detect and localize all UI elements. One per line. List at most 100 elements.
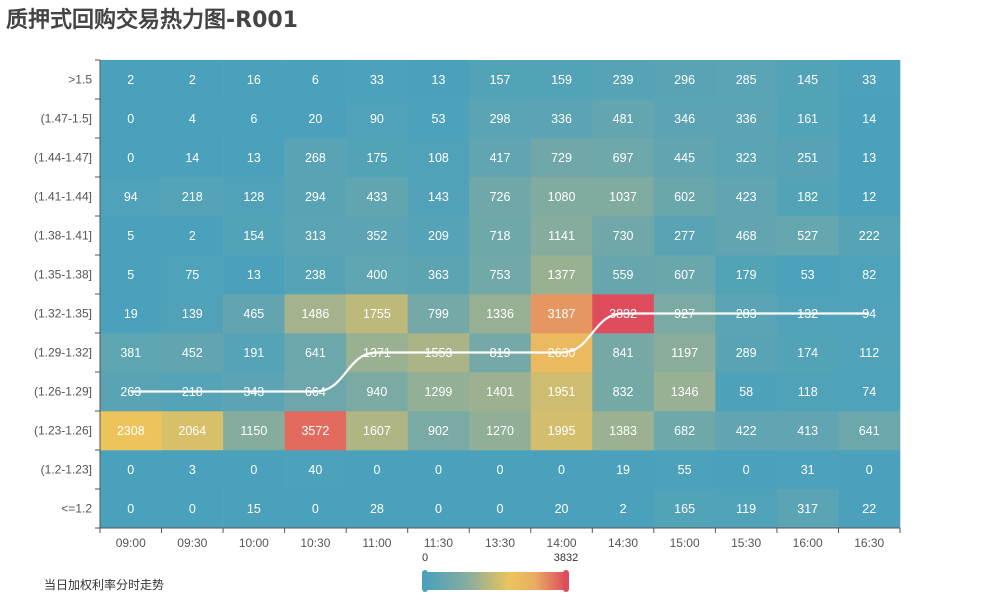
- heatmap-cell-label: 0: [189, 502, 196, 516]
- heatmap-cell-label: 641: [859, 424, 880, 438]
- heatmap-cell-label: 0: [250, 463, 257, 477]
- heatmap-cell: [530, 99, 593, 139]
- heatmap-cell-label: 174: [797, 346, 818, 360]
- heatmap-cell: [469, 60, 532, 100]
- visual-map-min-label: 0: [422, 552, 428, 564]
- y-axis: <=1.2 (1.2-1.23] (1.23-1.26] (1.26-1.29] (1.…: [34, 59, 101, 529]
- visual-map[interactable]: 0 3832: [422, 552, 578, 592]
- heatmap-cell-label: 0: [558, 463, 565, 477]
- heatmap-cell: [223, 255, 285, 295]
- visual-map-handle-max[interactable]: [563, 570, 569, 592]
- heatmap-cell-label: 159: [551, 73, 572, 87]
- heatmap-cell-label: 0: [127, 151, 134, 165]
- heatmap-cell-label: 381: [120, 346, 141, 360]
- heatmap-cell-label: 697: [613, 151, 634, 165]
- heatmap-cell-label: 352: [366, 229, 387, 243]
- visual-map-handle-min[interactable]: [422, 570, 428, 592]
- heatmap-cell-label: 16: [247, 73, 261, 87]
- y-tick-label: (1.44-1.47]: [34, 151, 92, 165]
- heatmap-cell-label: 336: [736, 112, 757, 126]
- heatmap-cell-label: 58: [739, 385, 753, 399]
- heatmap-cell: [284, 411, 347, 451]
- heatmap-cell-label: 33: [370, 73, 384, 87]
- heatmap-cell: [469, 489, 532, 529]
- heatmap-cell: [653, 99, 716, 139]
- heatmap-cell-label: 317: [797, 502, 818, 516]
- heatmap-cell-label: 1383: [609, 424, 637, 438]
- heatmap-cell-label: 22: [862, 502, 876, 516]
- x-tick-label: 11:30: [424, 536, 453, 550]
- heatmap-cell-label: 729: [551, 151, 572, 165]
- heatmap-cell: [100, 489, 162, 529]
- heatmap-cell: [223, 177, 285, 217]
- heatmap-cell: [346, 99, 408, 139]
- heatmap-cell: [100, 255, 162, 295]
- heatmap-cell: [407, 294, 470, 334]
- heatmap-cell: [715, 411, 778, 451]
- heatmap-cell-label: 607: [674, 268, 695, 282]
- heatmap-cell: [346, 60, 408, 100]
- heatmap-cell: [715, 333, 778, 373]
- heatmap-cell: [776, 411, 839, 451]
- heatmap-cell-label: 0: [127, 502, 134, 516]
- x-tick-label: 14:00: [547, 536, 577, 550]
- x-tick-label: 11:00: [362, 536, 391, 550]
- heatmap-cell: [284, 60, 347, 100]
- visual-map-max-label: 3832: [554, 552, 578, 564]
- heatmap-cell-label: 40: [308, 463, 322, 477]
- heatmap-cell: [161, 450, 224, 490]
- heatmap-cell: [838, 255, 901, 295]
- heatmap-cell: [407, 489, 470, 529]
- heatmap-cell: [100, 60, 162, 100]
- heatmap-cell: [776, 216, 839, 256]
- heatmap-cell: [223, 333, 285, 373]
- x-tick-label: 16:30: [854, 536, 884, 550]
- heatmap-cell-label: 422: [736, 424, 757, 438]
- heatmap-cell: [592, 450, 655, 490]
- heatmap-cell: [284, 489, 347, 529]
- heatmap-cell: [530, 216, 593, 256]
- heatmap-cell-label: 19: [616, 463, 630, 477]
- heatmap-cell: [715, 177, 778, 217]
- heatmap-cell: [284, 333, 347, 373]
- y-tick-label: (1.26-1.29]: [34, 385, 92, 399]
- heatmap-cell-label: 363: [428, 268, 449, 282]
- heatmap-cell: [100, 450, 162, 490]
- heatmap-cell: [407, 99, 470, 139]
- heatmap-cell: [223, 216, 285, 256]
- heatmap-cell: [592, 138, 655, 178]
- heatmap-cell-label: 346: [674, 112, 695, 126]
- heatmap-cell: [776, 489, 839, 529]
- heatmap-cell-label: 14: [185, 151, 199, 165]
- heatmap-cell-label: 2: [189, 73, 196, 87]
- heatmap-cell: [407, 450, 470, 490]
- heatmap-cell: [161, 294, 224, 334]
- heatmap-cell-label: 251: [797, 151, 818, 165]
- heatmap-cell: [346, 177, 408, 217]
- heatmap-cell-label: 1270: [486, 424, 514, 438]
- y-tick-label: (1.47-1.5]: [41, 112, 92, 126]
- heatmap-cell: [838, 177, 901, 217]
- heatmap-cell-label: 20: [555, 502, 569, 516]
- heatmap-cell-label: 119: [736, 502, 756, 516]
- heatmap-cell: [469, 294, 532, 334]
- heatmap-cell-label: 1755: [363, 307, 391, 321]
- heatmap-cell-label: 128: [243, 190, 264, 204]
- x-tick-label: 14:30: [608, 536, 638, 550]
- heatmap-cell: [346, 450, 408, 490]
- heatmap-cell: [284, 138, 347, 178]
- heatmap-cell: [653, 255, 716, 295]
- visual-map-gradient-bar: [425, 572, 566, 590]
- heatmap-cell-label: 82: [862, 268, 876, 282]
- heatmap-cell: [284, 294, 347, 334]
- heatmap-cell: [407, 216, 470, 256]
- heatmap-cell-label: 277: [674, 229, 695, 243]
- heatmap-cell: [223, 411, 285, 451]
- heatmap-cell-label: 53: [801, 268, 815, 282]
- heatmap-cell: [838, 450, 901, 490]
- heatmap-cell: [776, 60, 839, 100]
- x-tick-label: 16:00: [793, 536, 823, 550]
- heatmap-cell-label: 118: [798, 385, 818, 399]
- heatmap-cell: [223, 294, 285, 334]
- heatmap-cell-label: 3187: [548, 307, 576, 321]
